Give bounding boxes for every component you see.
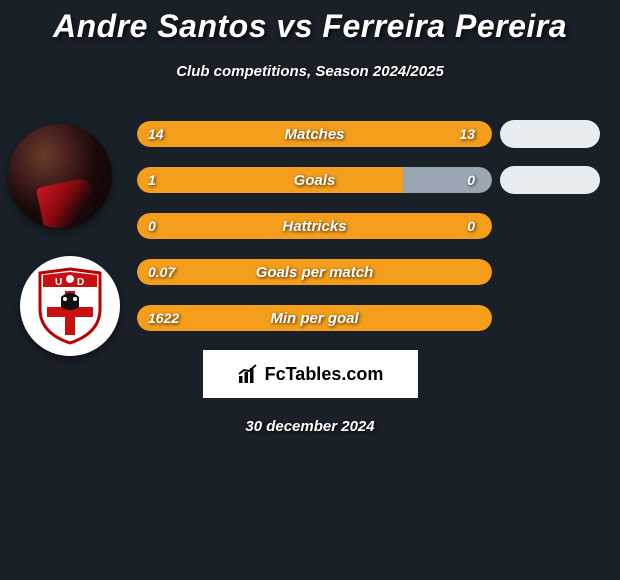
stat-row: 0.07Goals per match [0, 258, 620, 286]
indicator-pill [500, 166, 600, 194]
subtitle: Club competitions, Season 2024/2025 [0, 63, 620, 80]
stat-row: 1413Matches [0, 120, 620, 148]
stat-label: Goals [137, 172, 492, 189]
stat-label: Goals per match [137, 264, 492, 281]
stat-row: 1622Min per goal [0, 304, 620, 332]
brand-text: FcTables.com [265, 364, 384, 385]
stat-row: 00Hattricks [0, 212, 620, 240]
chart-icon [237, 363, 259, 385]
stat-label: Min per goal [137, 310, 492, 327]
date-text: 30 december 2024 [0, 418, 620, 435]
stat-row: 10Goals [0, 166, 620, 194]
stat-label: Matches [137, 126, 492, 143]
stats-container: 1413Matches 10Goals 00Hattricks 0.07Goals p… [0, 120, 620, 332]
brand-attribution: FcTables.com [203, 350, 418, 398]
indicator-pill [500, 120, 600, 148]
stat-label: Hattricks [137, 218, 492, 235]
page-title: Andre Santos vs Ferreira Pereira [0, 0, 620, 45]
